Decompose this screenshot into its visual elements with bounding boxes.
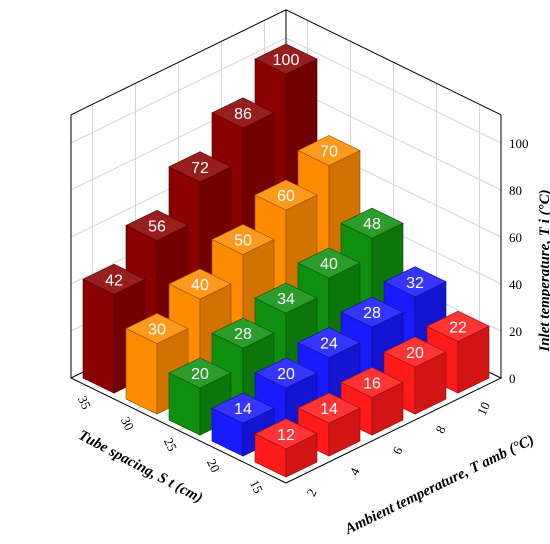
data-label: 86 bbox=[234, 106, 252, 123]
data-label: 20 bbox=[277, 366, 295, 383]
z-tick-label: 20 bbox=[509, 324, 522, 339]
data-label: 22 bbox=[449, 319, 467, 336]
z-tick-label: 100 bbox=[509, 136, 529, 151]
ambient-tick-label: 2 bbox=[303, 486, 319, 498]
bar-face-top bbox=[297, 327, 361, 359]
bar-face-top bbox=[254, 43, 318, 75]
bar-face-top bbox=[168, 151, 232, 183]
bar-face-top bbox=[254, 282, 318, 314]
bar-face-top bbox=[254, 357, 318, 389]
z-axis-title: Inlet temperature, T i (°C) bbox=[537, 189, 550, 352]
z-tick-label: 40 bbox=[509, 277, 522, 292]
spacing-tick-label: 20 bbox=[204, 456, 223, 474]
spacing-tick-label: 30 bbox=[118, 414, 137, 432]
bars: 1007086486072324050562228344042202428301… bbox=[82, 43, 490, 478]
bar: 12 bbox=[254, 418, 318, 478]
bar-face-left bbox=[82, 278, 115, 394]
data-label: 70 bbox=[320, 144, 338, 161]
axes-frame bbox=[69, 9, 503, 484]
bar-face-top bbox=[125, 209, 189, 241]
ambient-tick-label: 10 bbox=[474, 399, 493, 417]
bar-face-top bbox=[383, 266, 447, 298]
spacing-tick-label: 15 bbox=[247, 477, 266, 495]
ambient-tick-label: 8 bbox=[432, 423, 448, 435]
ambient-tick-label: 4 bbox=[346, 465, 363, 478]
bar-face-top bbox=[168, 357, 232, 389]
top-frame bbox=[70, 9, 502, 116]
bar-face-top bbox=[340, 207, 404, 239]
bar-face-top bbox=[297, 135, 361, 166]
bar-face-top bbox=[297, 247, 361, 279]
z-tick-label: 0 bbox=[509, 371, 516, 386]
bar-face-top bbox=[82, 263, 146, 295]
z-tick-label: 60 bbox=[509, 230, 522, 245]
ambient-axis-title: Ambient temperature, T amb (°C) bbox=[342, 432, 537, 538]
bar-face-top bbox=[254, 418, 318, 450]
bar-face-top bbox=[211, 392, 275, 424]
data-label: 12 bbox=[277, 427, 295, 444]
data-label: 14 bbox=[320, 401, 338, 418]
z-tick-label: 80 bbox=[509, 183, 522, 198]
data-label: 20 bbox=[191, 366, 209, 383]
bar-face-top bbox=[125, 313, 189, 344]
data-label: 42 bbox=[105, 272, 123, 289]
data-label: 14 bbox=[234, 401, 252, 418]
bar-face-top bbox=[254, 179, 318, 211]
bar-face-top bbox=[211, 224, 275, 255]
spacing-tick-label: 25 bbox=[161, 435, 180, 453]
data-label: 56 bbox=[148, 218, 166, 235]
data-label: 100 bbox=[273, 52, 300, 69]
bar-face-top bbox=[340, 366, 404, 398]
data-label: 34 bbox=[277, 291, 295, 308]
data-label: 48 bbox=[363, 216, 381, 233]
data-label: 30 bbox=[148, 322, 166, 339]
bar-face-top bbox=[211, 97, 275, 129]
bar-face-top bbox=[426, 310, 490, 342]
ambient-tick-label: 6 bbox=[389, 444, 406, 457]
data-label: 32 bbox=[406, 275, 424, 292]
data-label: 16 bbox=[363, 375, 381, 392]
data-label: 40 bbox=[191, 277, 209, 294]
data-label: 40 bbox=[320, 256, 338, 273]
bar-face-top bbox=[383, 336, 447, 368]
data-label: 60 bbox=[277, 188, 295, 205]
spacing-tick-label: 35 bbox=[75, 393, 94, 411]
bar-face-top bbox=[211, 317, 275, 349]
data-label: 28 bbox=[363, 305, 381, 322]
data-label: 28 bbox=[234, 326, 252, 343]
bar-face-top bbox=[168, 268, 232, 300]
bar-face-top bbox=[340, 296, 404, 328]
data-label: 20 bbox=[406, 345, 424, 362]
bar-face-top bbox=[297, 392, 361, 424]
bar: 20 bbox=[254, 357, 318, 436]
spacing-axis-title: Tube spacing, S t (cm) bbox=[76, 427, 206, 506]
data-label: 50 bbox=[234, 233, 252, 250]
data-label: 24 bbox=[320, 336, 338, 353]
data-label: 72 bbox=[191, 160, 209, 177]
